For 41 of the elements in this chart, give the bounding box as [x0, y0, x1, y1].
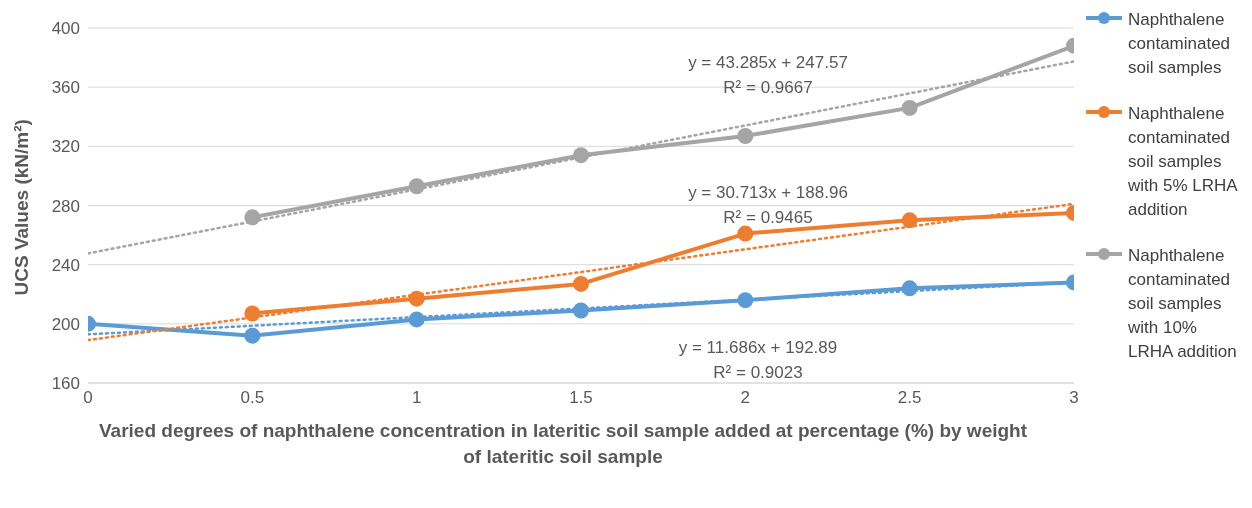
point — [573, 302, 589, 319]
x-tick-label: 0 — [83, 388, 93, 408]
y-tick-label: 160 — [51, 374, 80, 394]
point — [573, 147, 589, 164]
point — [737, 225, 754, 242]
legend-label: Naphthalene contaminated soil samples with 5% LRHA addition — [1128, 103, 1239, 221]
y-tick-label: 280 — [51, 196, 80, 216]
x-axis-title: Varied degrees of naphthalene concentration in lateritic soil sample added at percentage (%) by weight of lateritic soil sample — [98, 419, 1028, 469]
x-tick-label: 1.5 — [569, 388, 593, 408]
line-series — [88, 202, 1074, 342]
y-axis-title: UCS Values (kN/m²) — [10, 119, 32, 296]
legend-label: Naphthalene contaminated soil samples with 10% LRHA addition — [1128, 245, 1238, 363]
annotation: y = 30.713x + 188.96 — [688, 183, 848, 202]
point — [573, 275, 589, 292]
point — [244, 327, 261, 344]
point — [901, 99, 918, 116]
legend-label: Naphthalene contaminated soil samples — [1128, 9, 1232, 79]
point — [408, 178, 425, 195]
annotation: R² = 0.9465 — [723, 208, 813, 227]
point — [408, 311, 425, 328]
annotation: y = 43.285x + 247.57 — [688, 53, 848, 72]
point — [901, 280, 918, 297]
y-tick-label: 200 — [51, 314, 80, 334]
annotation: R² = 0.9667 — [723, 78, 813, 97]
x-tick-label: 0.5 — [240, 388, 265, 408]
annotation: y = 11.686x + 192.89 — [678, 338, 838, 357]
point — [244, 209, 261, 226]
point — [901, 212, 918, 229]
y-tick-label: 400 — [51, 19, 80, 39]
x-tick-label: 1 — [411, 388, 422, 408]
x-tick-label: 2 — [740, 388, 751, 408]
y-tick-label: 320 — [51, 137, 80, 157]
y-tick-label: 360 — [51, 78, 80, 98]
point — [737, 127, 754, 144]
x-tick-label: 2.5 — [897, 388, 922, 408]
point — [408, 290, 425, 307]
point — [737, 292, 754, 309]
annotation: R² = 0.9023 — [713, 363, 803, 382]
x-tick-label: 3 — [1069, 388, 1079, 408]
y-tick-label: 240 — [51, 255, 80, 275]
point — [244, 305, 261, 322]
